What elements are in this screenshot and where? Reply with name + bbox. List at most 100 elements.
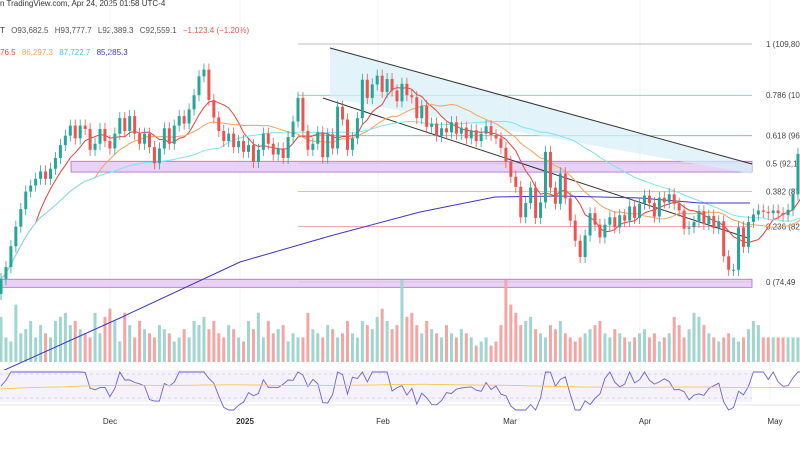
channel-fill bbox=[330, 47, 752, 174]
candle-body bbox=[623, 215, 627, 221]
candle bbox=[34, 172, 38, 192]
candle-body bbox=[375, 75, 379, 85]
volume-bar bbox=[440, 337, 444, 362]
candle bbox=[440, 122, 444, 142]
header-source-text: n TradingView.com, Apr 24, 2025 01:58 UT… bbox=[0, 0, 166, 8]
candle-body bbox=[9, 246, 13, 268]
candle-body bbox=[420, 106, 424, 119]
candle bbox=[113, 127, 117, 155]
candle-body bbox=[103, 128, 107, 142]
candle-body bbox=[529, 187, 533, 204]
candle-body bbox=[197, 76, 201, 96]
volume-bar bbox=[643, 329, 646, 362]
candle-body bbox=[682, 210, 686, 229]
volume-bar bbox=[499, 325, 503, 362]
candle bbox=[232, 127, 236, 154]
candle-body bbox=[776, 210, 780, 214]
candle-body bbox=[385, 79, 389, 92]
volume-bar bbox=[539, 333, 543, 362]
volume-bar bbox=[756, 325, 760, 362]
candle bbox=[301, 91, 305, 138]
candle bbox=[425, 99, 429, 133]
candle bbox=[415, 91, 419, 125]
volume-bar bbox=[237, 337, 241, 362]
volume-bar bbox=[445, 325, 448, 362]
volume-bar bbox=[232, 329, 236, 362]
candle-body bbox=[271, 143, 275, 155]
candle-body bbox=[786, 209, 790, 216]
candle-body bbox=[0, 279, 3, 295]
candle-body bbox=[350, 138, 354, 150]
candle bbox=[58, 139, 62, 164]
candle bbox=[355, 112, 359, 145]
candle-body bbox=[291, 121, 295, 138]
volume-bar bbox=[494, 341, 498, 362]
volume-bar bbox=[618, 333, 622, 362]
volume-bar bbox=[677, 325, 681, 362]
candle bbox=[44, 165, 48, 185]
candle bbox=[192, 89, 196, 116]
volume-bar bbox=[732, 337, 736, 362]
candle bbox=[316, 126, 320, 150]
candle-body bbox=[435, 123, 439, 136]
x-tick-label: Dec bbox=[103, 417, 117, 426]
volume-bar bbox=[449, 333, 453, 362]
header-line-1: n TradingView.com, Apr 24, 2025 01:58 UT… bbox=[0, 0, 169, 8]
candle bbox=[727, 250, 731, 276]
candle bbox=[529, 181, 533, 210]
volume-bar bbox=[509, 304, 513, 362]
volume-bar bbox=[34, 337, 38, 362]
volume-bar bbox=[638, 333, 642, 362]
volume-bar bbox=[672, 316, 676, 362]
volume-bar bbox=[227, 325, 231, 362]
candle-body bbox=[430, 123, 434, 127]
candles bbox=[0, 63, 800, 301]
candle-body bbox=[445, 128, 448, 133]
ohlc-close: C92,559.1 bbox=[139, 26, 177, 35]
candle-body bbox=[534, 187, 538, 218]
volume-bar bbox=[544, 337, 547, 362]
candle bbox=[598, 218, 602, 244]
candle bbox=[346, 113, 349, 156]
candle bbox=[39, 165, 43, 185]
volume-bar bbox=[742, 337, 745, 362]
volume-bar bbox=[781, 337, 785, 362]
candle bbox=[410, 89, 414, 104]
candle-body bbox=[148, 133, 151, 148]
candle bbox=[207, 63, 211, 107]
candle-body bbox=[133, 116, 137, 134]
candle-body bbox=[98, 128, 102, 144]
candle bbox=[380, 69, 384, 98]
volume-bar bbox=[717, 341, 721, 362]
candle-body bbox=[256, 149, 260, 162]
volume-bar bbox=[385, 321, 389, 362]
volume-bar bbox=[568, 337, 572, 362]
candle-body bbox=[370, 84, 374, 98]
x-tick-label: May bbox=[767, 417, 782, 426]
candle bbox=[286, 130, 290, 164]
volume-bar bbox=[212, 321, 216, 362]
candle bbox=[118, 112, 122, 140]
volume-bar bbox=[266, 321, 270, 362]
volume-bar bbox=[83, 333, 87, 362]
candle bbox=[677, 197, 681, 217]
volume-bar bbox=[375, 316, 379, 362]
volume-bar bbox=[370, 329, 374, 362]
candle-body bbox=[212, 99, 216, 118]
candle-body bbox=[217, 117, 221, 131]
candle-body bbox=[395, 90, 399, 102]
candle bbox=[177, 110, 181, 132]
candle bbox=[341, 100, 345, 126]
candle-body bbox=[380, 75, 384, 92]
candle bbox=[692, 215, 696, 234]
candle-body bbox=[286, 137, 290, 158]
candle bbox=[93, 137, 97, 156]
candle bbox=[24, 185, 28, 216]
candle bbox=[519, 180, 523, 224]
candle bbox=[712, 209, 716, 235]
candle-body bbox=[583, 235, 587, 257]
candle bbox=[509, 155, 513, 183]
candle-body bbox=[311, 143, 315, 150]
candle-body bbox=[593, 213, 597, 225]
